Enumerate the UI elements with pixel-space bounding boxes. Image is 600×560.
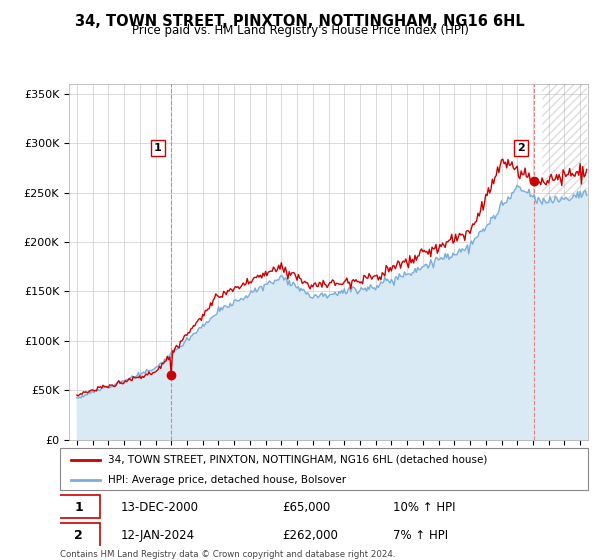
Text: 1: 1 xyxy=(154,143,162,153)
Text: 12-JAN-2024: 12-JAN-2024 xyxy=(121,529,195,542)
FancyBboxPatch shape xyxy=(60,448,588,490)
Text: 2: 2 xyxy=(74,529,83,542)
Text: 34, TOWN STREET, PINXTON, NOTTINGHAM, NG16 6HL (detached house): 34, TOWN STREET, PINXTON, NOTTINGHAM, NG… xyxy=(107,455,487,465)
Text: Contains HM Land Registry data © Crown copyright and database right 2024.
This d: Contains HM Land Registry data © Crown c… xyxy=(60,550,395,560)
Text: 10% ↑ HPI: 10% ↑ HPI xyxy=(392,501,455,514)
Text: 1: 1 xyxy=(74,501,83,514)
Text: 13-DEC-2000: 13-DEC-2000 xyxy=(121,501,199,514)
Text: Price paid vs. HM Land Registry's House Price Index (HPI): Price paid vs. HM Land Registry's House … xyxy=(131,24,469,37)
Text: 7% ↑ HPI: 7% ↑ HPI xyxy=(392,529,448,542)
FancyBboxPatch shape xyxy=(58,495,100,519)
FancyBboxPatch shape xyxy=(58,523,100,547)
Text: HPI: Average price, detached house, Bolsover: HPI: Average price, detached house, Bols… xyxy=(107,475,346,486)
Text: £262,000: £262,000 xyxy=(282,529,338,542)
Text: £65,000: £65,000 xyxy=(282,501,330,514)
Text: 2: 2 xyxy=(517,143,525,153)
Text: 34, TOWN STREET, PINXTON, NOTTINGHAM, NG16 6HL: 34, TOWN STREET, PINXTON, NOTTINGHAM, NG… xyxy=(75,14,525,29)
